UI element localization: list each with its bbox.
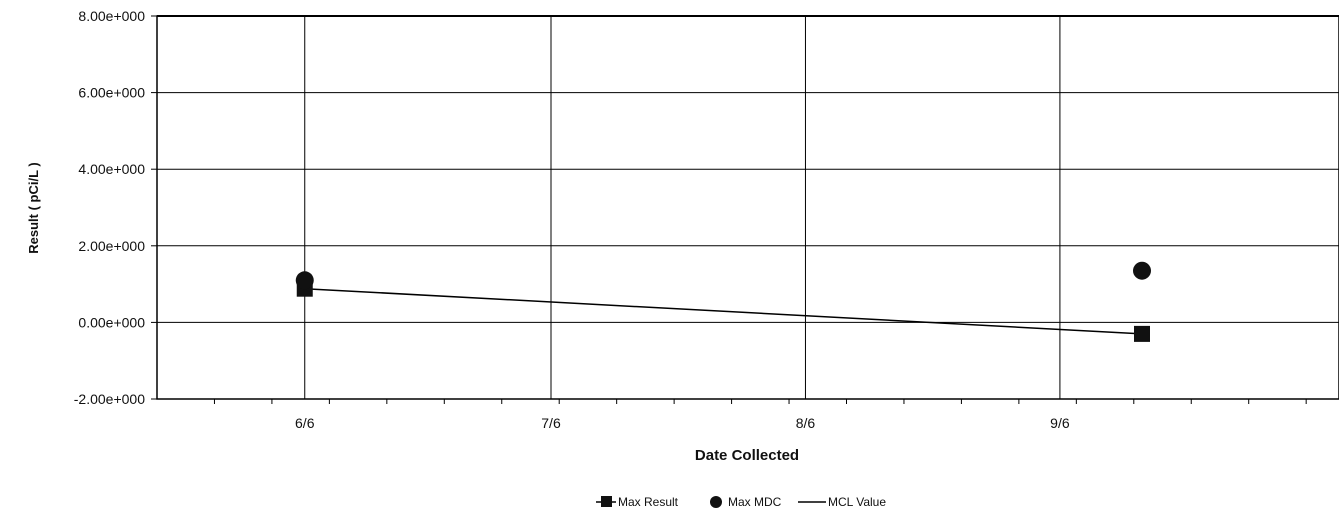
x-tick-label: 6/6 bbox=[295, 415, 315, 431]
x-tick-label: 8/6 bbox=[796, 415, 816, 431]
series-max-mdc bbox=[296, 262, 1151, 290]
legend-square-marker bbox=[601, 496, 612, 507]
y-tick-label: -2.00e+000 bbox=[74, 391, 145, 407]
y-tick-label: 4.00e+000 bbox=[78, 161, 145, 177]
plot-frame bbox=[157, 16, 1339, 399]
series-line bbox=[305, 289, 1142, 334]
series-max-result bbox=[297, 281, 1150, 342]
y-tick-label: 8.00e+000 bbox=[78, 8, 145, 24]
y-axis-title: Result ( pCi/L ) bbox=[26, 162, 41, 253]
y-tick-label: 0.00e+000 bbox=[78, 314, 145, 330]
series bbox=[296, 262, 1151, 342]
y-tick-label: 2.00e+000 bbox=[78, 238, 145, 254]
data-point bbox=[1133, 262, 1151, 280]
data-point bbox=[1134, 326, 1150, 342]
x-axis-title: Date Collected bbox=[695, 447, 799, 464]
legend-item: MCL Value bbox=[798, 495, 886, 509]
legend-label: Max Result bbox=[618, 495, 679, 509]
legend-circle-marker bbox=[710, 496, 722, 508]
grid bbox=[151, 16, 1339, 404]
x-axis-ticks: 6/6 7/6 8/6 9/6 bbox=[295, 415, 1070, 431]
legend-item: Max Result bbox=[596, 495, 679, 509]
y-tick-label: 6.00e+000 bbox=[78, 85, 145, 101]
y-axis-ticks: 8.00e+000 6.00e+000 4.00e+000 2.00e+000 0.00… bbox=[74, 8, 145, 407]
data-point bbox=[296, 271, 314, 289]
legend-label: Max MDC bbox=[728, 495, 782, 509]
legend: Max Result Max MDC MCL Value bbox=[596, 495, 886, 509]
legend-label: MCL Value bbox=[828, 495, 886, 509]
legend-item: Max MDC bbox=[710, 495, 782, 509]
x-tick-label: 9/6 bbox=[1050, 415, 1070, 431]
x-tick-label: 7/6 bbox=[541, 415, 561, 431]
